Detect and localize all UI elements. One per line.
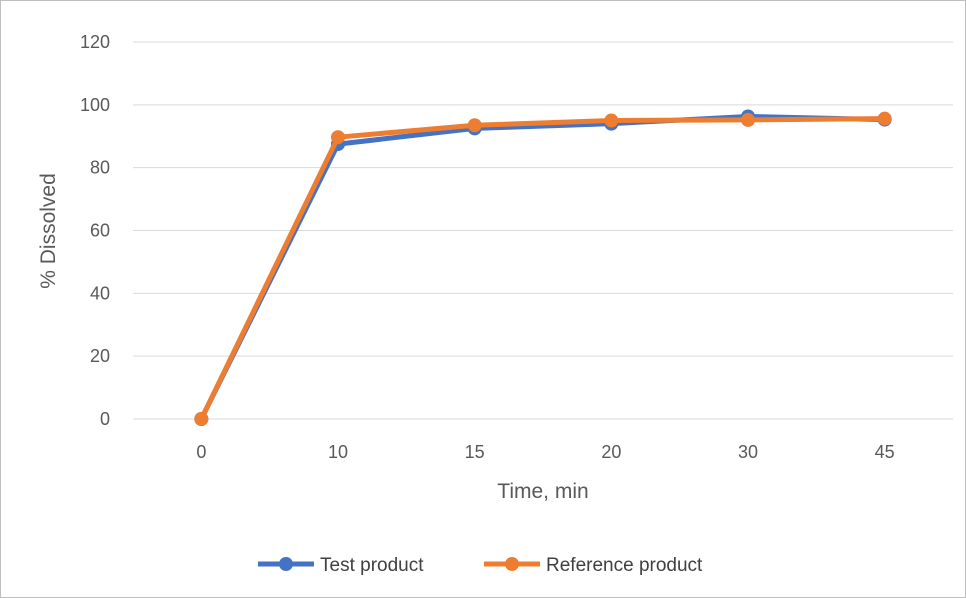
y-axis-ticks: 0 20 40 60 80 100 120 — [80, 32, 110, 429]
legend: Test product Reference product — [258, 555, 703, 576]
x-axis-title: Time, min — [497, 480, 588, 503]
data-point — [877, 111, 892, 126]
x-axis-ticks: 0 10 15 20 30 45 — [196, 442, 894, 462]
x-tick-label: 30 — [738, 442, 758, 462]
series-group — [194, 109, 892, 426]
data-point — [331, 130, 345, 145]
gridlines — [133, 41, 953, 420]
legend-label: Reference product — [546, 555, 703, 576]
data-point — [604, 113, 619, 128]
y-tick-label: 40 — [90, 283, 110, 303]
y-tick-label: 120 — [80, 32, 110, 52]
y-tick-label: 0 — [100, 409, 110, 429]
series-test-product — [194, 109, 892, 426]
legend-item: Test product — [258, 555, 424, 576]
x-tick-label: 15 — [465, 442, 485, 462]
series-reference-product — [194, 111, 892, 426]
series-line — [198, 116, 888, 422]
x-tick-label: 20 — [601, 442, 621, 462]
y-tick-label: 60 — [90, 221, 110, 241]
y-tick-label: 20 — [90, 346, 110, 366]
data-point — [194, 412, 209, 426]
x-tick-label: 10 — [328, 442, 348, 462]
y-tick-label: 100 — [80, 95, 110, 115]
y-tick-label: 80 — [90, 158, 110, 178]
data-point — [741, 112, 755, 127]
legend-marker — [505, 557, 519, 571]
x-tick-label: 0 — [196, 442, 206, 462]
y-axis-title: % Dissolved — [37, 173, 60, 289]
legend-label: Test product — [320, 555, 424, 576]
legend-marker — [279, 557, 293, 571]
x-tick-label: 45 — [875, 442, 895, 462]
series-line — [198, 113, 888, 422]
data-point — [467, 118, 482, 133]
legend-item: Reference product — [484, 555, 703, 576]
